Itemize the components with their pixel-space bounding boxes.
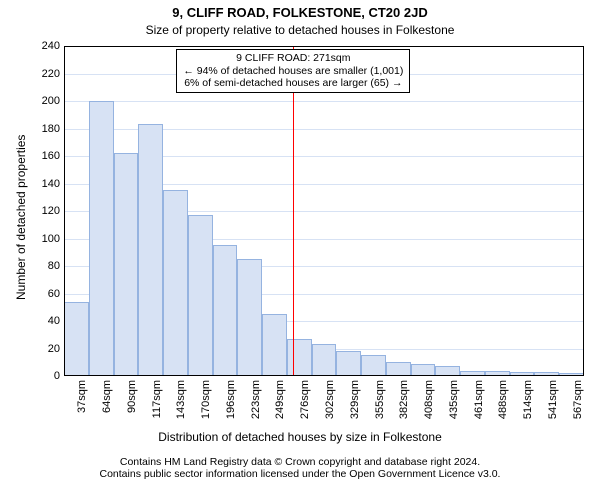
x-tick-label: 435sqm [448,380,460,428]
plot-area: 37sqm64sqm90sqm117sqm143sqm170sqm196sqm2… [64,46,584,376]
y-tick-label: 0 [54,370,64,382]
x-tick-label: 143sqm [175,380,187,428]
x-tick-label: 567sqm [572,380,584,428]
annotation-line: ← 94% of detached houses are smaller (1,… [183,65,403,78]
bar [336,351,361,376]
x-tick-label: 461sqm [473,380,485,428]
bar [460,371,485,377]
gridline [64,101,584,102]
y-tick-label: 220 [42,68,64,80]
bar [114,153,139,376]
bar [89,101,114,376]
x-tick-label: 514sqm [522,380,534,428]
x-tick-label: 355sqm [374,380,386,428]
x-tick-label: 382sqm [398,380,410,428]
bar [287,339,312,376]
y-tick-label: 20 [48,343,64,355]
chart-container: 9, CLIFF ROAD, FOLKESTONE, CT20 2JD Size… [0,0,600,500]
x-tick-label: 37sqm [76,380,88,428]
chart-subtitle: Size of property relative to detached ho… [0,24,600,38]
x-axis-title: Distribution of detached houses by size … [0,430,600,444]
x-tick-label: 302sqm [324,380,336,428]
chart-title: 9, CLIFF ROAD, FOLKESTONE, CT20 2JD [0,6,600,21]
bar [485,371,510,377]
x-tick-label: 329sqm [349,380,361,428]
annotation-line: 6% of semi-detached houses are larger (6… [183,77,403,90]
y-tick-label: 120 [42,205,64,217]
bar [262,314,287,376]
x-tick-label: 541sqm [547,380,559,428]
bar [411,364,436,376]
x-tick-label: 408sqm [423,380,435,428]
y-tick-label: 60 [48,288,64,300]
x-tick-label: 117sqm [151,380,163,428]
x-tick-label: 170sqm [200,380,212,428]
bar [510,372,535,376]
bar [435,366,460,376]
footer-line: Contains HM Land Registry data © Crown c… [0,456,600,468]
annotation-box: 9 CLIFF ROAD: 271sqm← 94% of detached ho… [176,49,410,93]
reference-line [293,46,294,376]
bar [386,362,411,376]
y-tick-label: 240 [42,40,64,52]
y-tick-label: 180 [42,123,64,135]
y-tick-label: 140 [42,178,64,190]
bar [64,302,89,376]
bar [213,245,238,376]
y-tick-label: 40 [48,315,64,327]
x-tick-label: 249sqm [274,380,286,428]
bar [188,215,213,376]
annotation-line: 9 CLIFF ROAD: 271sqm [183,52,403,65]
x-tick-label: 196sqm [225,380,237,428]
bar [312,344,337,376]
x-tick-label: 488sqm [497,380,509,428]
bar [534,372,559,376]
bar [237,259,262,376]
bar [163,190,188,376]
footer-line: Contains public sector information licen… [0,468,600,480]
bar [361,355,386,376]
y-tick-label: 200 [42,95,64,107]
footer-attribution: Contains HM Land Registry data © Crown c… [0,456,600,480]
y-tick-label: 100 [42,233,64,245]
x-tick-label: 223sqm [250,380,262,428]
x-tick-label: 64sqm [101,380,113,428]
bar [559,373,584,376]
y-axis-title: Number of detached properties [14,135,28,300]
bar [138,124,163,376]
y-tick-label: 80 [48,260,64,272]
x-tick-label: 276sqm [299,380,311,428]
y-tick-label: 160 [42,150,64,162]
x-tick-label: 90sqm [126,380,138,428]
